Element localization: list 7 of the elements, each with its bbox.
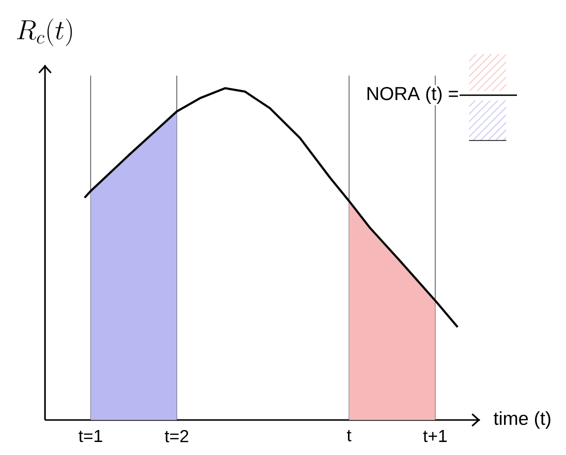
y-axis-title: $R_c(t)$ xyxy=(16,18,72,46)
x-axis-title: time (t) xyxy=(494,411,550,429)
x-tick-label: t=1 xyxy=(78,430,102,442)
x-tick-label: t xyxy=(346,430,352,442)
annotation: NORA (t) = xyxy=(368,86,458,104)
x-tick-label: t=2 xyxy=(164,430,188,442)
x-tick-label: t+1 xyxy=(423,430,447,442)
